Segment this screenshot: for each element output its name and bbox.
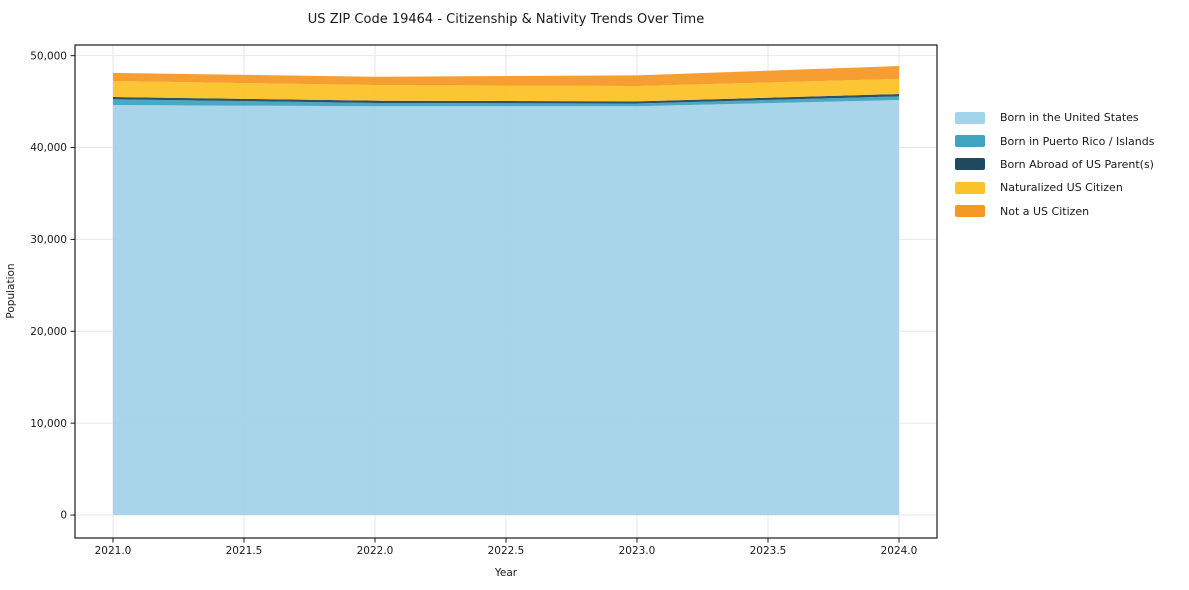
legend-swatch	[955, 135, 985, 148]
area-not-a-us-citizen	[112, 66, 900, 86]
legend-item-born-abroad-of-us-parent-s: Born Abroad of US Parent(s)	[955, 153, 1154, 176]
legend-label: Born in the United States	[1000, 111, 1139, 125]
x-tick-label: 2021.5	[226, 545, 263, 557]
legend-swatch	[955, 111, 985, 124]
y-tick-label: 10,000	[30, 418, 67, 430]
area-naturalized-us-citizen	[112, 78, 900, 102]
x-tick-label: 2022.0	[357, 545, 394, 557]
legend-item-born-in-the-united-states: Born in the United States	[955, 106, 1154, 129]
legend-label: Born Abroad of US Parent(s)	[1000, 157, 1154, 171]
y-tick-label: 20,000	[30, 326, 67, 338]
area-born-abroad-of-us-parent-s	[112, 94, 900, 104]
x-tick-label: 2022.5	[488, 545, 525, 557]
legend-item-not-a-us-citizen: Not a US Citizen	[955, 200, 1154, 223]
legend: Born in the United States Born in Puerto …	[955, 106, 1154, 223]
legend-item-born-in-puerto-rico-islands: Born in Puerto Rico / Islands	[955, 129, 1154, 152]
area-born-in-puerto-rico-islands	[112, 96, 900, 107]
area-born-in-the-united-states	[112, 100, 900, 516]
legend-swatch	[955, 158, 985, 171]
x-tick-label: 2023.0	[619, 545, 656, 557]
axis-ticks: 2021.0 2021.5 2022.0 2022.5 2023.0 2023.5 2024…	[30, 50, 917, 557]
x-tick-label: 2023.5	[750, 545, 787, 557]
y-tick-label: 0	[60, 510, 67, 522]
legend-item-naturalized-us-citizen: Naturalized US Citizen	[955, 176, 1154, 199]
y-tick-label: 30,000	[30, 234, 67, 246]
legend-swatch	[955, 205, 985, 218]
stacked-areas	[112, 66, 900, 516]
legend-label: Born in Puerto Rico / Islands	[1000, 134, 1155, 148]
legend-swatch	[955, 181, 985, 194]
x-axis-label: Year	[494, 567, 518, 579]
chart-title: US ZIP Code 19464 - Citizenship & Nativi…	[308, 12, 704, 27]
x-tick-label: 2021.0	[95, 545, 132, 557]
y-tick-label: 50,000	[30, 50, 67, 62]
x-tick-label: 2024.0	[881, 545, 918, 557]
legend-label: Not a US Citizen	[1000, 204, 1090, 218]
y-axis-label: Population	[5, 263, 17, 318]
legend-label: Naturalized US Citizen	[1000, 181, 1123, 195]
y-tick-label: 40,000	[30, 142, 67, 154]
